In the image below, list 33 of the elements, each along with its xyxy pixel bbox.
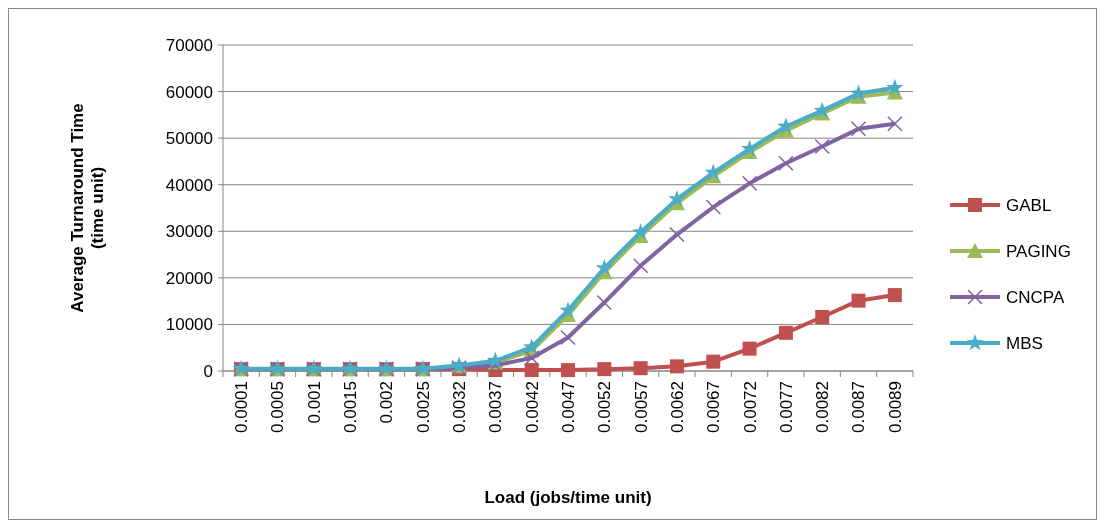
x-tick-label: 0.0047	[558, 381, 578, 433]
y-tick-label: 20000	[165, 268, 213, 288]
x-tick-label: 0.0067	[704, 381, 724, 433]
x-axis-title: Load (jobs/time unit)	[484, 488, 652, 507]
legend-label: MBS	[1006, 333, 1043, 353]
x-tick-label: 0.0042	[522, 381, 542, 433]
x-tick-label: 0.0032	[450, 381, 469, 433]
y-tick-label: 10000	[165, 315, 213, 335]
y-tick-label: 0	[203, 361, 213, 381]
x-tick-label: 0.0077	[776, 381, 796, 433]
x-tick-label: 0.0005	[268, 381, 288, 433]
x-tick-label: 0.0001	[232, 381, 252, 433]
x-tick-label: 0.0015	[341, 381, 361, 433]
x-tick-label: 0.0057	[631, 381, 651, 433]
legend-label: CNCPA	[1006, 287, 1065, 307]
x-tick-label: 0.002	[377, 381, 397, 424]
x-tick-label: 0.0082	[813, 381, 833, 433]
y-tick-label: 40000	[165, 175, 213, 195]
x-tick-label: 0.0062	[667, 381, 687, 433]
x-tick-label: 0.001	[304, 381, 324, 424]
y-tick-label: 60000	[165, 82, 213, 102]
y-tick-label: 70000	[165, 35, 213, 55]
x-tick-label: 0.0072	[740, 381, 760, 433]
x-tick-label: 0.0087	[849, 381, 869, 433]
x-tick-label: 0.0025	[413, 381, 433, 433]
legend-label: GABL	[1006, 195, 1052, 215]
x-tick-label: 0.0037	[486, 381, 506, 433]
y-tick-label: 30000	[165, 222, 213, 242]
y-tick-label: 50000	[165, 129, 213, 149]
y-axis-title: Average Turnaround Time (time unit)	[68, 103, 108, 313]
legend-label: PAGING	[1006, 241, 1071, 261]
x-tick-label: 0.0052	[595, 381, 615, 433]
x-tick-label: 0.0089	[885, 381, 905, 433]
